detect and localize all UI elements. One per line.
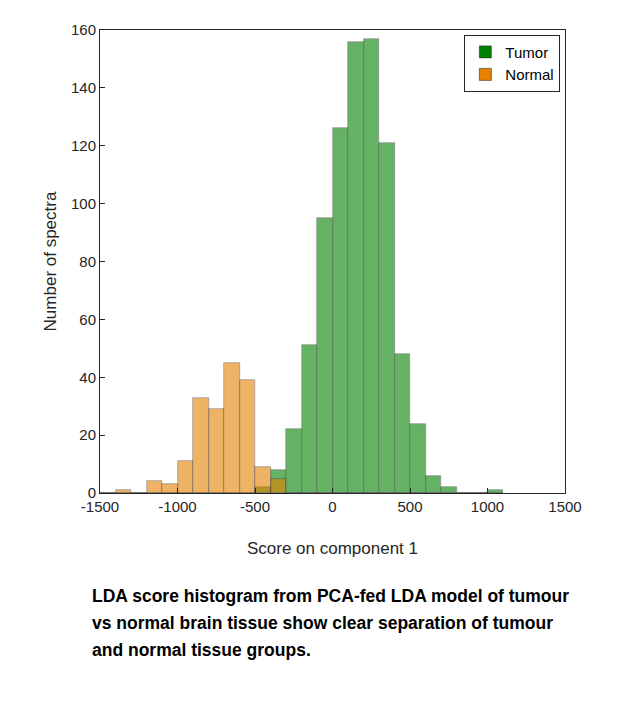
svg-text:-500: -500 — [240, 498, 270, 515]
svg-text:160: 160 — [71, 21, 96, 38]
svg-text:60: 60 — [79, 311, 96, 328]
svg-text:1000: 1000 — [471, 498, 504, 515]
svg-text:120: 120 — [71, 137, 96, 154]
svg-text:Score on component 1: Score on component 1 — [247, 539, 418, 558]
svg-text:40: 40 — [79, 369, 96, 386]
svg-text:1500: 1500 — [548, 498, 581, 515]
svg-text:Normal: Normal — [505, 66, 553, 83]
svg-text:140: 140 — [71, 79, 96, 96]
html-text:vs normal brain tissue show cl: vs normal brain tissue show clear separa… — [92, 613, 553, 634]
svg-text:100: 100 — [71, 195, 96, 212]
svg-text:0: 0 — [328, 498, 336, 515]
svg-text:Tumor: Tumor — [505, 44, 548, 61]
html-text:LDA score histogram from PCA-f: LDA score histogram from PCA-fed LDA mod… — [92, 586, 570, 606]
html-text:and normal tissue groups.: and normal tissue groups. — [92, 640, 311, 661]
svg-text:-1500: -1500 — [81, 498, 119, 515]
svg-text:80: 80 — [79, 253, 96, 270]
svg-text:500: 500 — [397, 498, 422, 515]
svg-text:0: 0 — [88, 484, 96, 501]
svg-text:Number of spectra: Number of spectra — [41, 191, 60, 331]
svg-text:20: 20 — [79, 426, 96, 443]
svg-text:-1000: -1000 — [158, 498, 196, 515]
